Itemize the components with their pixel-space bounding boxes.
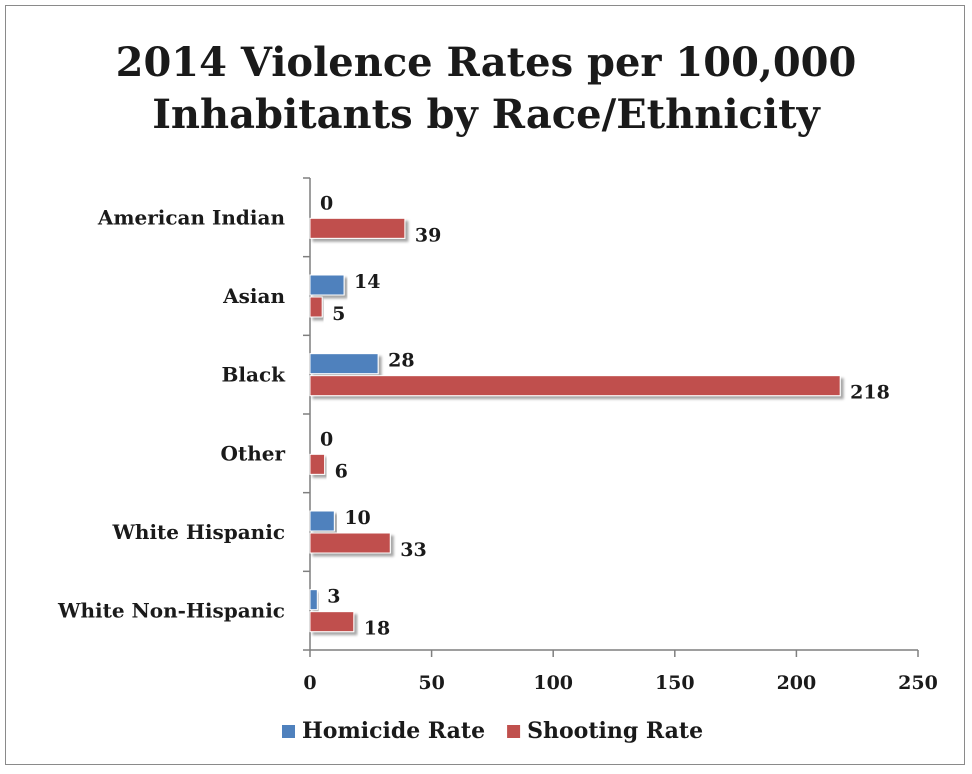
shooting-data-label: 18 <box>364 618 390 640</box>
x-tick-label: 100 <box>533 672 573 694</box>
x-tick-label: 200 <box>777 672 817 694</box>
x-tick-label: 150 <box>655 672 695 694</box>
category-label: Other <box>221 441 286 465</box>
legend-swatch-shooting <box>507 725 521 738</box>
shooting-data-label: 5 <box>332 303 345 325</box>
chart-title-line-2: Inhabitants by Race/Ethnicity <box>152 91 821 138</box>
legend-swatch-homicide <box>282 725 295 738</box>
homicide-bar <box>309 589 318 611</box>
homicide-data-label: 14 <box>354 271 380 293</box>
homicide-data-label: 0 <box>320 192 333 214</box>
chart-title-line-1: 2014 Violence Rates per 100,000 <box>116 39 857 86</box>
shooting-bar <box>309 375 841 397</box>
legend-label-homicide: Homicide Rate <box>302 718 485 744</box>
x-tick-label: 250 <box>898 672 938 694</box>
category-label: Asian <box>222 284 285 308</box>
shooting-data-label: 33 <box>400 539 426 561</box>
x-tick-label: 0 <box>303 672 316 694</box>
homicide-data-label: 10 <box>344 507 370 529</box>
shooting-bar <box>309 296 323 318</box>
homicide-data-label: 3 <box>327 586 340 608</box>
shooting-data-label: 6 <box>335 460 348 482</box>
shooting-bar <box>309 217 406 239</box>
category-label: Black <box>222 363 287 387</box>
legend-label-shooting: Shooting Rate <box>527 718 703 744</box>
shooting-data-label: 218 <box>850 382 890 404</box>
category-label: White Hispanic <box>111 520 285 544</box>
legend: Homicide Rate Shooting Rate <box>282 718 703 744</box>
category-label: American Indian <box>97 205 286 229</box>
shooting-data-label: 39 <box>415 224 441 246</box>
homicide-data-label: 0 <box>320 428 333 450</box>
shooting-bar <box>309 532 391 554</box>
homicide-bar <box>309 353 379 375</box>
homicide-bar <box>309 510 335 532</box>
homicide-data-label: 28 <box>388 350 414 372</box>
x-tick-label: 50 <box>418 672 444 694</box>
shooting-bar <box>309 453 326 475</box>
category-label: White Non-Hispanic <box>57 599 285 623</box>
shooting-bar <box>309 611 355 633</box>
homicide-bar <box>309 274 345 296</box>
